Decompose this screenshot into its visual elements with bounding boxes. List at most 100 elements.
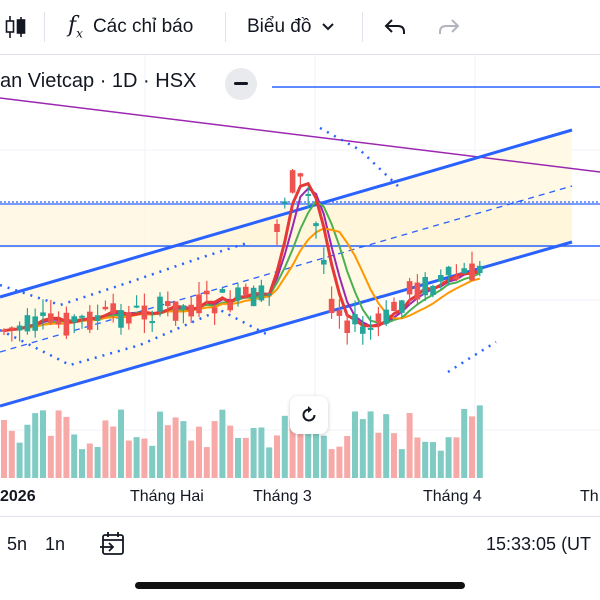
candle: [94, 304, 101, 331]
reset-chart-button[interactable]: [290, 396, 328, 434]
chart-type-button[interactable]: Biểu đồ: [247, 0, 335, 54]
bottom-bar: [0, 516, 600, 573]
range-button-1n[interactable]: 1n: [45, 534, 66, 554]
candle: [16, 321, 23, 342]
volume-bar: [398, 449, 405, 478]
home-indicator: [135, 582, 465, 589]
candle: [188, 296, 194, 323]
candle: [211, 304, 218, 325]
candle: [422, 272, 428, 302]
chart-type-label: Biểu đồ: [247, 16, 312, 37]
time-axis-label: Tháng 4: [423, 488, 482, 505]
volume-bar: [102, 420, 109, 478]
volume-bar: [110, 426, 117, 478]
candle: [477, 260, 483, 277]
price-chart[interactable]: [0, 55, 600, 515]
candle: [367, 315, 374, 340]
calendar-arrow-icon: [100, 532, 124, 555]
candle: [258, 279, 265, 302]
candle: [63, 306, 70, 339]
clock-time: 15:33:05 (UT: [486, 534, 592, 554]
candle: [313, 221, 319, 239]
candle: [375, 306, 382, 337]
volume-bars: [1, 399, 483, 478]
candle: [445, 265, 452, 286]
candle: [79, 314, 85, 329]
time-axis-label: Th: [580, 488, 599, 505]
collapse-legend-button[interactable]: [225, 68, 257, 100]
volume-bar: [47, 435, 54, 478]
redo-button[interactable]: [438, 0, 460, 54]
volume-bar: [313, 425, 319, 478]
refresh-icon: [302, 406, 316, 422]
volume-bar: [367, 411, 374, 478]
volume-bar: [40, 410, 46, 478]
volume-bar: [476, 405, 483, 478]
undo-button[interactable]: [384, 0, 406, 54]
range-button-5n[interactable]: 5n: [7, 534, 28, 554]
volume-bar: [359, 419, 366, 478]
candle: [110, 293, 116, 323]
volume-bar: [305, 429, 312, 478]
candle: [453, 264, 460, 281]
volume-bar: [344, 436, 351, 478]
indicators-button[interactable]: fx Các chỉ báo: [68, 0, 193, 54]
volume-bar: [71, 434, 78, 478]
candle: [321, 247, 327, 275]
toolbar-divider: [225, 12, 226, 42]
candle: [71, 314, 77, 334]
volume-bar: [180, 421, 187, 478]
candle: [32, 308, 38, 338]
candle: [196, 281, 202, 317]
candle: [48, 300, 54, 326]
candle: [24, 308, 31, 335]
volume-bar: [8, 430, 15, 478]
volume-bar: [437, 450, 444, 478]
volume-bar: [383, 414, 390, 478]
candlestick-icon[interactable]: [4, 0, 28, 54]
time-axis-label: Tháng Hai: [130, 488, 204, 505]
volume-bar: [133, 437, 140, 478]
candle: [414, 274, 421, 305]
candle: [305, 186, 311, 209]
volume-bar: [203, 447, 210, 478]
candle: [172, 301, 179, 326]
undo-icon: [384, 19, 405, 34]
volume-bar: [336, 446, 343, 478]
volume-bar: [250, 427, 257, 478]
candle: [336, 299, 343, 329]
volume-bar: [172, 417, 179, 478]
volume-bar: [453, 437, 460, 478]
candle: [126, 305, 132, 330]
indicators-label: Các chỉ báo: [92, 16, 194, 37]
candle: [165, 291, 171, 317]
candle: [391, 297, 397, 312]
volume-bar: [242, 437, 249, 478]
candle: [289, 169, 296, 194]
volume-bar: [445, 437, 452, 478]
volume-bar: [406, 413, 413, 478]
volume-bar: [422, 441, 429, 478]
toolbar-divider: [44, 12, 45, 42]
volume-bar: [79, 449, 85, 478]
volume-bar: [149, 445, 156, 478]
candle: [461, 262, 467, 274]
time-axis-label: Tháng 3: [253, 488, 312, 505]
volume-bar: [235, 437, 241, 478]
candle: [438, 269, 444, 289]
volume-bar: [328, 449, 335, 478]
trend-lines: [0, 97, 600, 408]
candle: [406, 277, 413, 305]
volume-bar: [391, 433, 397, 478]
candle: [250, 285, 257, 307]
candle: [9, 326, 15, 342]
volume-bar: [32, 413, 39, 478]
volume-bar: [86, 443, 93, 478]
volume-bar: [461, 409, 468, 478]
candle: [235, 283, 241, 307]
volume-bar: [281, 415, 288, 478]
volume-bar: [24, 424, 31, 478]
minus-icon: [234, 82, 248, 85]
volume-bar: [258, 427, 265, 478]
go-to-date-button[interactable]: [99, 530, 127, 563]
